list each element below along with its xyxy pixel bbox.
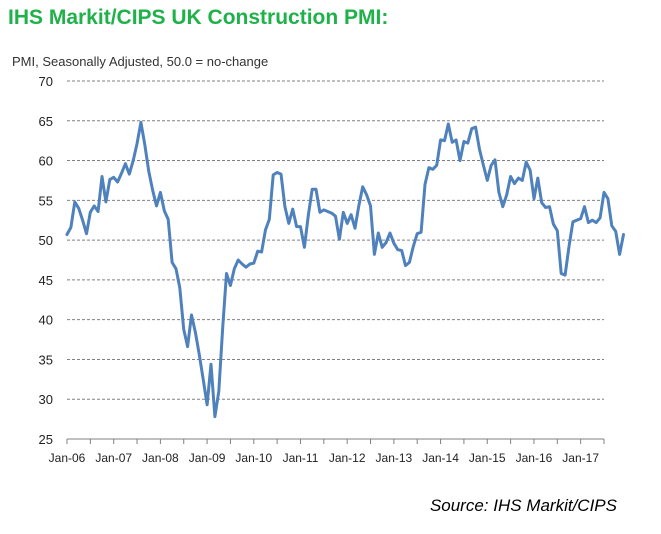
x-tick-label: Jan-14 — [422, 451, 459, 465]
y-tick-label: 40 — [39, 313, 53, 328]
series-line-pmi — [65, 120, 625, 419]
page-title: IHS Markit/CIPS UK Construction PMI: — [8, 6, 389, 29]
y-axis-tick-labels: 25 30 35 40 45 50 55 60 65 70 — [39, 74, 53, 447]
y-tick-label: 65 — [39, 114, 53, 129]
x-tick-label: Jan-10 — [235, 451, 272, 465]
x-tick-label: Jan-08 — [142, 451, 179, 465]
y-tick-label: 60 — [39, 154, 53, 169]
x-tick-label: Jan-11 — [283, 451, 319, 465]
x-tick-label: Jan-07 — [95, 451, 132, 465]
x-axis — [66, 438, 605, 444]
x-tick-label: Jan-15 — [469, 451, 506, 465]
y-tick-label: 30 — [39, 392, 53, 407]
x-axis-tick-labels: Jan-06 Jan-07 Jan-08 Jan-09 Jan-10 Jan-11 Jan-… — [49, 451, 600, 465]
y-tick-label: 35 — [39, 352, 53, 367]
x-tick-label: Jan-06 — [49, 451, 86, 465]
x-tick-label: Jan-13 — [376, 451, 413, 465]
series-layer — [65, 120, 625, 419]
chart-subtitle: PMI, Seasonally Adjusted, 50.0 = no-chan… — [12, 54, 269, 69]
y-tick-label: 55 — [39, 193, 53, 208]
y-tick-label: 25 — [39, 432, 53, 447]
x-tick-label: Jan-09 — [189, 451, 226, 465]
source-note: Source: IHS Markit/CIPS — [429, 496, 617, 515]
y-tick-label: 45 — [39, 273, 53, 288]
x-tick-label: Jan-16 — [516, 451, 553, 465]
x-tick-label: Jan-17 — [562, 451, 599, 465]
x-tick-label: Jan-12 — [329, 451, 366, 465]
y-tick-label: 50 — [39, 233, 53, 248]
grid-lines — [67, 80, 604, 400]
y-tick-label: 70 — [39, 74, 53, 89]
